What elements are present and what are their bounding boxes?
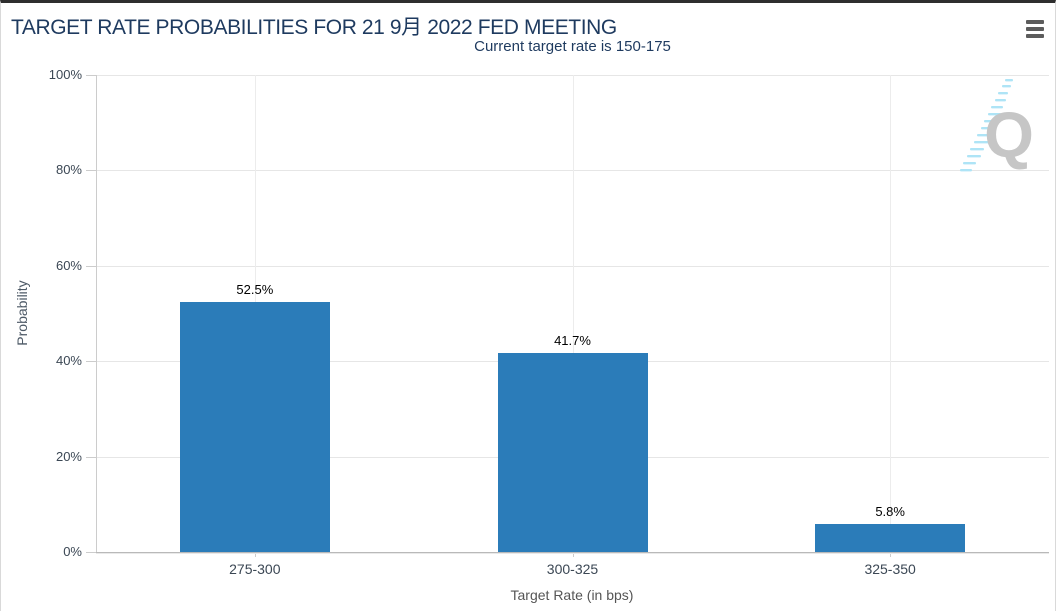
x-axis-tick xyxy=(572,552,574,557)
hamburger-bar xyxy=(1026,27,1044,31)
y-axis-tick-label: 100% xyxy=(48,67,82,82)
x-axis-category-label: 275-300 xyxy=(229,561,281,577)
x-axis-tick xyxy=(254,552,256,557)
x-gridline xyxy=(572,75,574,552)
y-axis-title: Probability xyxy=(14,280,30,346)
x-axis-line xyxy=(96,552,1049,553)
bar[interactable] xyxy=(179,301,330,552)
y-axis-tick-label: 60% xyxy=(55,257,82,273)
bar[interactable] xyxy=(815,524,966,552)
plot-area: 0% 20% 40% 60% 80% 100% 52.5% 275-300 41.7% 300-3… xyxy=(49,68,1049,577)
y-axis-tick-label: 80% xyxy=(55,162,82,178)
bar-value-label: 5.8% xyxy=(875,504,905,520)
y-axis-tick-label: 20% xyxy=(55,448,82,464)
x-axis-title: Target Rate (in bps) xyxy=(510,587,634,603)
y-axis-tick xyxy=(86,456,96,458)
hamburger-bar xyxy=(1026,20,1044,24)
x-axis-category-label: 325-350 xyxy=(864,561,916,577)
y-axis-tick-label: 40% xyxy=(55,353,82,369)
hamburger-menu-icon[interactable] xyxy=(1026,20,1044,41)
x-gridline xyxy=(890,75,892,552)
bar[interactable] xyxy=(497,353,648,552)
y-axis-tick xyxy=(86,361,96,363)
y-axis-tick-label: 0% xyxy=(63,544,82,559)
x-axis-tick xyxy=(890,552,892,557)
x-axis-category-label: 300-325 xyxy=(546,561,599,577)
chart-title: TARGET RATE PROBABILITIES FOR 21 9月 2022… xyxy=(11,16,617,39)
chart-subtitle: Current target rate is 150-175 xyxy=(474,38,671,55)
bar-value-label: 52.5% xyxy=(236,281,274,297)
hamburger-bar xyxy=(1026,34,1044,38)
y-axis-tick xyxy=(86,170,96,172)
y-axis-tick xyxy=(86,265,96,267)
y-axis-tick xyxy=(86,75,96,76)
y-axis-line xyxy=(96,75,97,552)
y-axis-tick xyxy=(86,552,96,553)
bar-value-label: 41.7% xyxy=(554,333,591,349)
